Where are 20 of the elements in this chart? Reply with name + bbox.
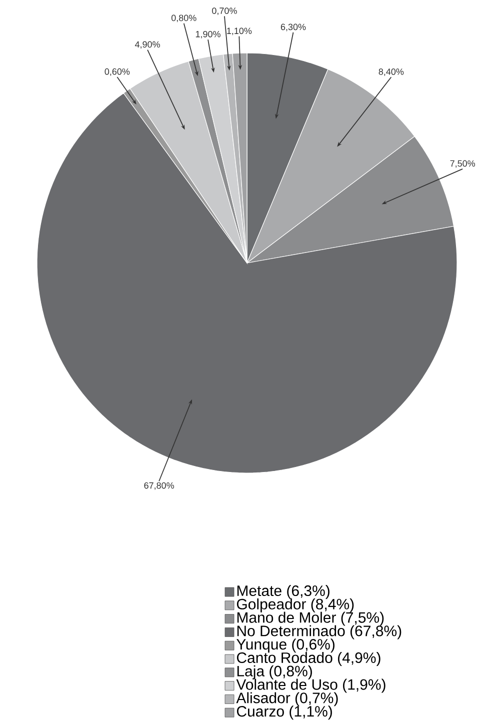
legend-label: Golpeador (8,4%) xyxy=(236,598,354,612)
legend-label: Cuarzo (1,1%) xyxy=(236,706,332,720)
data-label: 6,30% xyxy=(280,24,306,32)
data-label: 0,60% xyxy=(104,68,130,76)
data-label: 4,90% xyxy=(134,41,160,49)
legend-label: Alisador (0,7%) xyxy=(236,692,338,706)
legend-label: Metate (6,3%) xyxy=(237,585,330,599)
legend-label: Yunque (0,6%) xyxy=(236,638,334,653)
legend-label: Canto Rodado (4,9%) xyxy=(236,652,380,666)
data-label: 67,80% xyxy=(144,482,174,490)
legend-label: Volante de Uso (1,9%) xyxy=(236,678,386,693)
legend-label: Laja (0,8%) xyxy=(237,665,312,680)
legend-label: No Determinado (67,8%) xyxy=(237,625,402,640)
legend-label: Mano de Moler (7,5%) xyxy=(237,612,384,626)
data-label: 7,50% xyxy=(450,160,476,168)
data-label: 0,70% xyxy=(212,8,237,16)
data-label: 0,80% xyxy=(171,14,196,22)
data-label: 1,90% xyxy=(196,30,220,38)
data-label: 8,40% xyxy=(378,68,404,76)
data-label: 1,10% xyxy=(227,28,252,36)
